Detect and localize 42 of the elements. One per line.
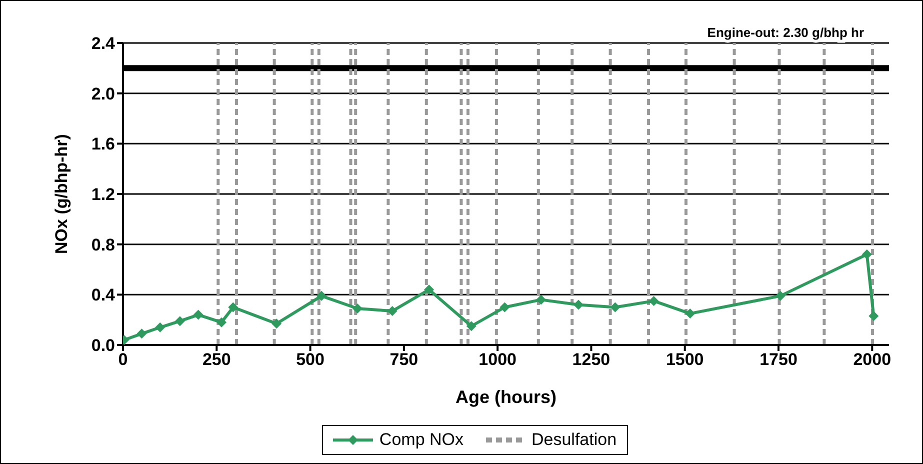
point — [862, 249, 872, 260]
y-tick-label: 2.0 — [91, 84, 115, 104]
y-tick-label: 1.2 — [91, 185, 115, 204]
point — [193, 310, 204, 320]
point — [573, 300, 584, 310]
x-tick-label: 0 — [118, 350, 128, 370]
y-tick-label: 1.6 — [91, 134, 115, 154]
legend-label: Comp NOx — [379, 430, 464, 450]
x-tick-label: 2000 — [853, 350, 892, 370]
y-tick-label: 2.4 — [91, 34, 116, 54]
point — [136, 328, 147, 339]
y-axis-title: NOx (g/bhp-hr) — [52, 134, 72, 254]
point — [272, 318, 282, 329]
y-tick-label: 0.0 — [91, 336, 115, 356]
point — [500, 302, 510, 312]
point — [610, 302, 620, 312]
point — [228, 302, 238, 312]
point — [174, 316, 185, 326]
point — [216, 317, 227, 328]
point — [648, 296, 659, 306]
x-tick-label: 250 — [202, 350, 231, 370]
x-tick-label: 1750 — [760, 350, 798, 370]
point — [424, 284, 434, 295]
point — [352, 304, 362, 314]
point — [868, 311, 879, 322]
point — [536, 294, 546, 305]
point — [466, 321, 476, 332]
x-tick-label: 1500 — [666, 350, 704, 370]
text: Engine-out: 2.30 g/bhp hr — [707, 25, 864, 40]
point — [155, 322, 166, 332]
legend-label: Desulfation — [532, 430, 617, 450]
y-tick-label: 0.4 — [91, 286, 116, 305]
x-tick-label: 1000 — [478, 350, 516, 370]
x-axis-title: Age (hours) — [456, 387, 556, 407]
y-tick-label: 0.8 — [91, 235, 115, 254]
x-tick-label: 750 — [390, 350, 418, 370]
x-tick-label: 500 — [296, 350, 324, 370]
point — [387, 306, 398, 316]
x-tick-label: 1250 — [572, 350, 610, 370]
point — [685, 308, 696, 319]
point — [316, 290, 327, 301]
point — [775, 290, 786, 301]
